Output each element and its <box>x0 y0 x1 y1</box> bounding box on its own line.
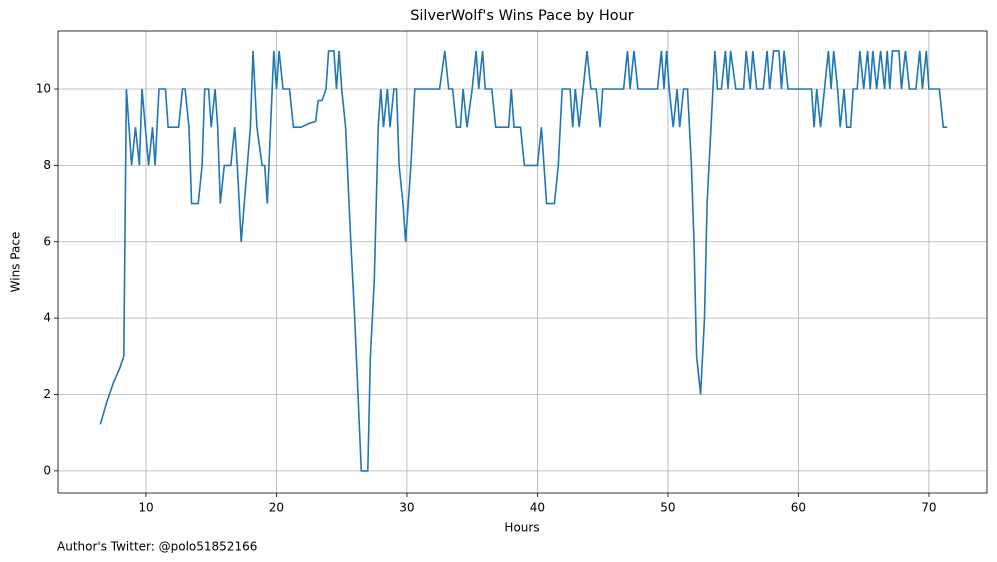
y-tick-label: 2 <box>43 387 51 401</box>
x-tick-label: 40 <box>530 501 545 515</box>
x-tick-label: 70 <box>921 501 936 515</box>
x-axis-label: Hours <box>504 521 539 535</box>
x-tick-label: 10 <box>138 501 153 515</box>
x-tick-label: 20 <box>269 501 284 515</box>
y-tick-label: 8 <box>43 158 51 172</box>
y-tick-label: 10 <box>36 82 51 96</box>
y-axis-label: Wins Pace <box>9 232 23 293</box>
y-tick-label: 4 <box>43 311 51 325</box>
footnote: Author's Twitter: @polo51852166 <box>57 540 257 554</box>
x-tick-label: 60 <box>791 501 806 515</box>
chart-title: SilverWolf's Wins Pace by Hour <box>410 8 634 24</box>
line <box>99 50 948 472</box>
plot-frame <box>57 30 988 494</box>
y-tick-label: 0 <box>43 463 51 477</box>
x-tick-label: 50 <box>660 501 675 515</box>
x-tick-label: 30 <box>399 501 414 515</box>
y-tick-label: 6 <box>43 234 51 248</box>
